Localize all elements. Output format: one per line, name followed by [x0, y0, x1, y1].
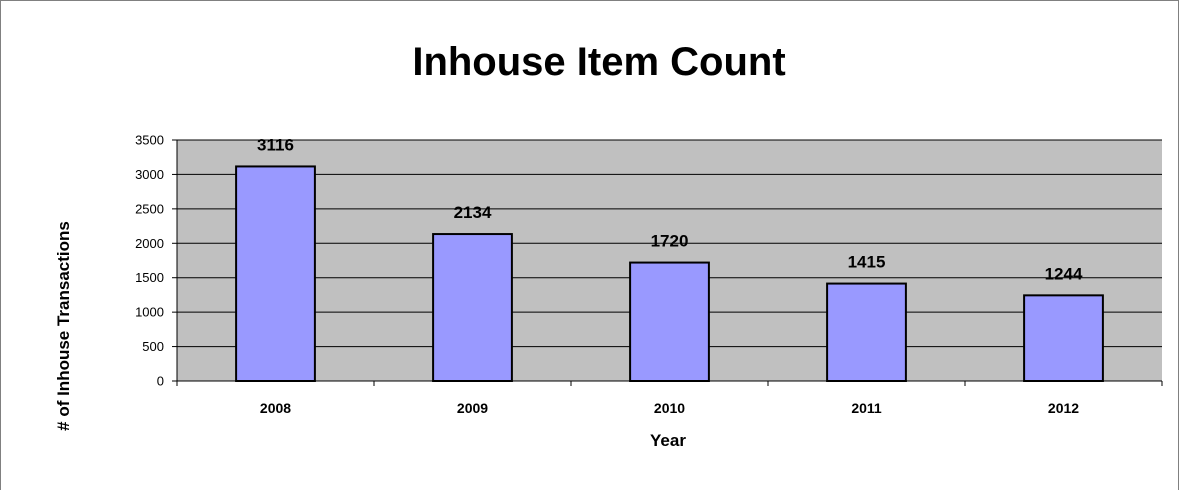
y-tick-label: 3500 [135, 133, 164, 148]
y-tick-label: 500 [142, 339, 164, 354]
bar-2009 [432, 233, 513, 382]
x-tick-label: 2008 [260, 400, 291, 416]
y-tick-label: 2000 [135, 236, 164, 251]
data-labels: 3116 2134 1720 1415 1244 [257, 135, 1083, 283]
x-tick-labels: 2008 2009 2010 2011 2012 [260, 400, 1079, 416]
x-tick-label: 2011 [851, 400, 882, 416]
data-label: 1720 [651, 232, 689, 251]
data-label: 1415 [848, 253, 886, 272]
data-label: 1244 [1045, 264, 1083, 283]
y-tick-labels: 0 500 1000 1500 2000 2500 3000 3500 [135, 133, 164, 389]
bar-2012 [1023, 294, 1104, 382]
y-tick-label: 0 [157, 374, 164, 389]
data-label: 2134 [454, 203, 492, 222]
y-axis-title: # of Inhouse Transactions [54, 221, 73, 431]
x-tick-label: 2009 [457, 400, 488, 416]
x-tick-label: 2010 [654, 400, 685, 416]
y-tick-label: 3000 [135, 167, 164, 182]
bar-2010 [629, 261, 710, 382]
chart-title: Inhouse Item Count [412, 40, 785, 84]
y-tick-label: 1000 [135, 305, 164, 320]
bar-2008 [235, 165, 316, 382]
y-tick-label: 2500 [135, 201, 164, 216]
bar-2011 [826, 282, 907, 382]
y-tick-label: 1500 [135, 270, 164, 285]
data-label: 3116 [257, 135, 294, 154]
x-axis-title: Year [650, 431, 686, 450]
x-tick-label: 2012 [1048, 400, 1079, 416]
bars [235, 165, 1104, 382]
